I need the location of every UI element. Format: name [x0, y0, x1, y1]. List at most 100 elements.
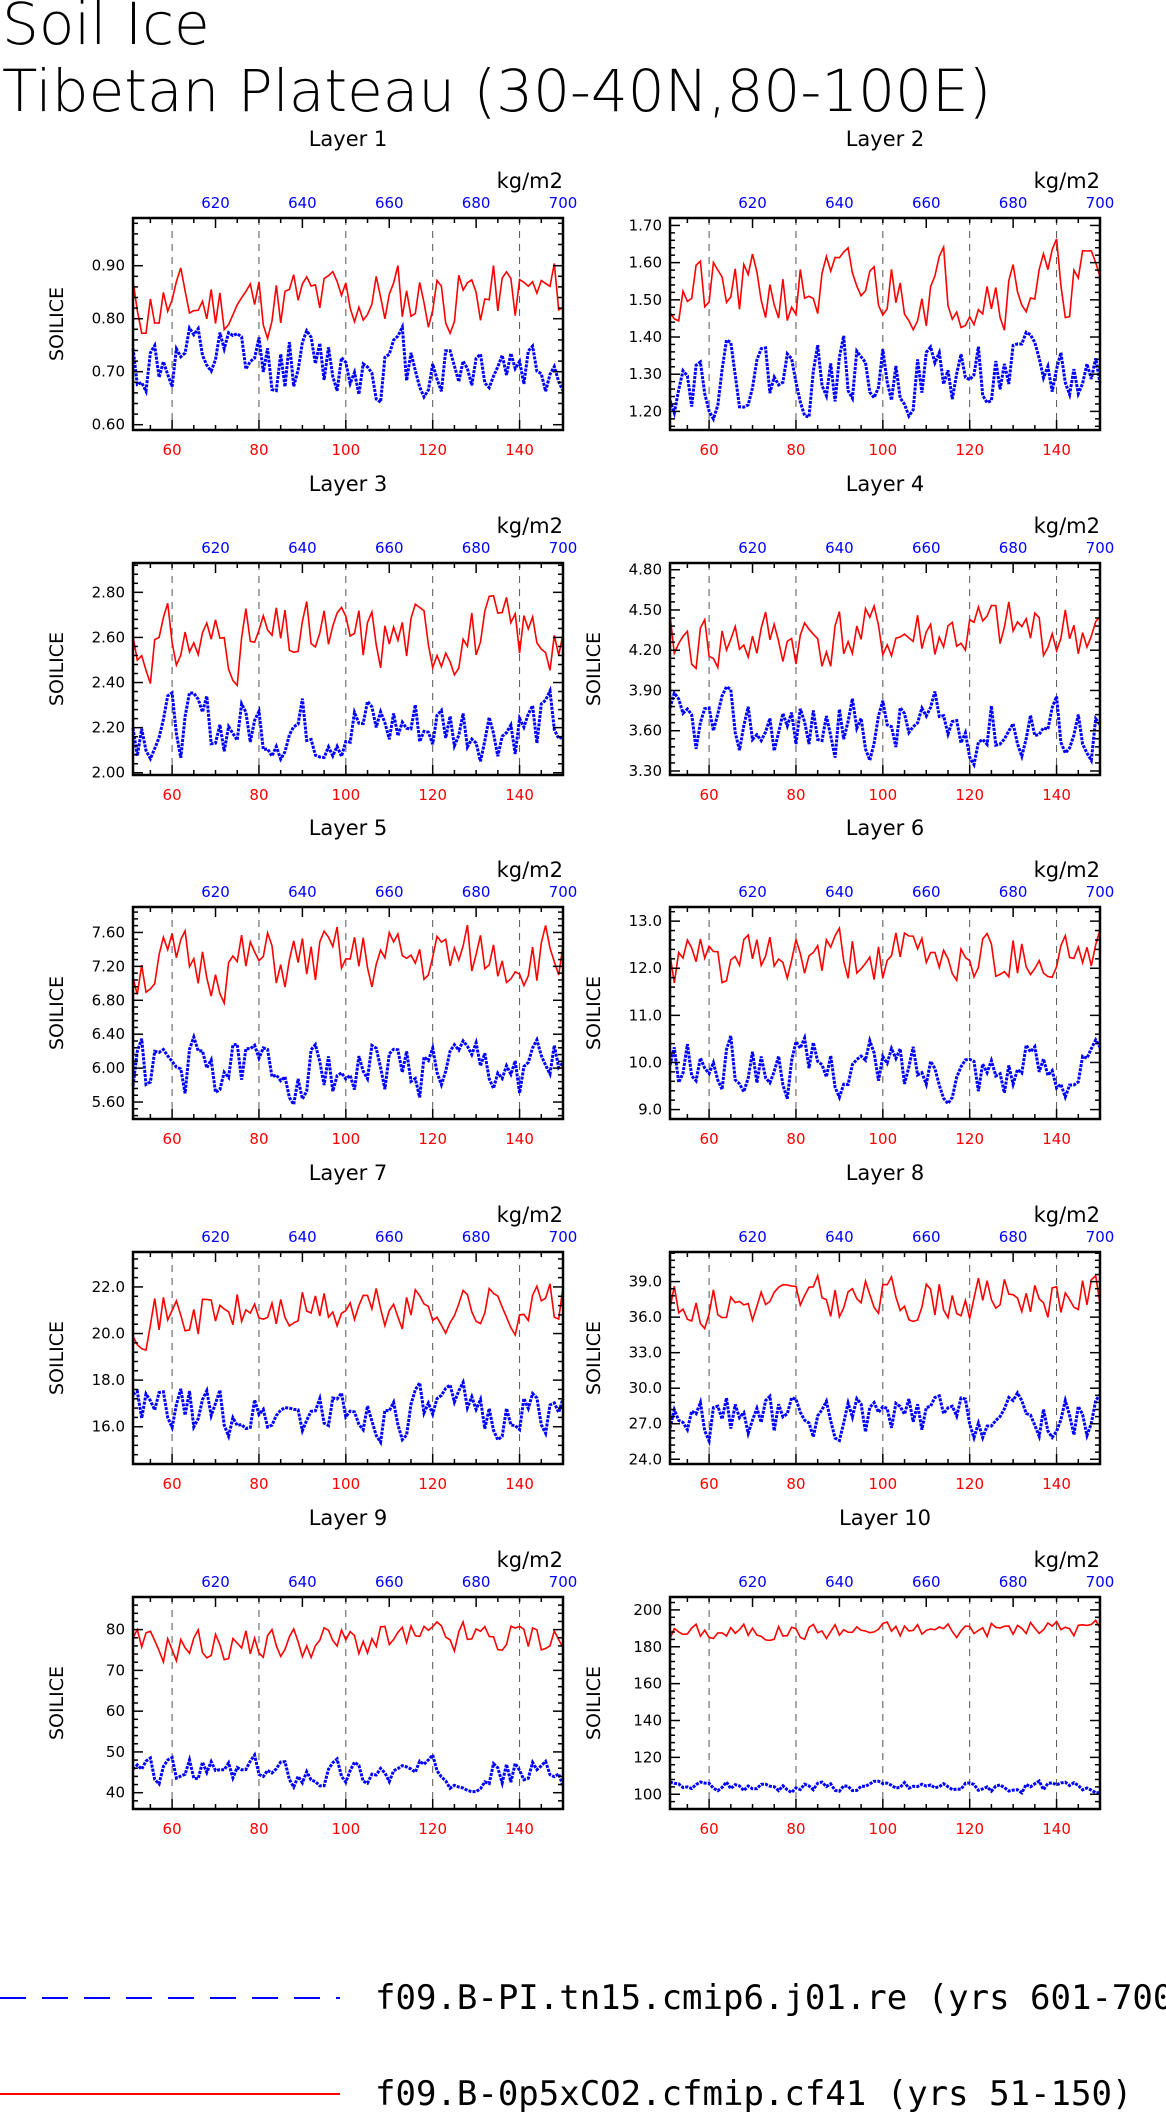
top-x-tick-label: 640	[825, 194, 854, 212]
top-axis-unit: kg/m2	[497, 514, 563, 538]
panel-1: Layer 1 kg/m2 SOILICE 60 80 100 120 140 620 640 66…	[46, 127, 577, 459]
top-x-tick-label: 700	[1086, 539, 1115, 557]
y-tick-label: 0.70	[92, 363, 125, 381]
y-tick-label: 120	[633, 1748, 662, 1766]
plot-frame	[668, 216, 1102, 432]
y-tick-label: 7.60	[92, 923, 125, 941]
x-tick-label: 100	[332, 786, 361, 804]
top-x-tick-label: 620	[738, 539, 767, 557]
y-tick-label: 39.0	[629, 1273, 662, 1291]
y-tick-label: 70	[106, 1661, 125, 1679]
y-tick-label: 0.60	[92, 416, 125, 434]
x-tick-label: 100	[332, 1820, 361, 1838]
panel-title: Layer 6	[846, 816, 925, 840]
x-tick-label: 100	[869, 1820, 898, 1838]
top-axis-unit: kg/m2	[497, 169, 563, 193]
x-tick-label: 80	[786, 1130, 805, 1148]
top-x-tick-label: 620	[201, 883, 230, 901]
y-tick-label: 22.0	[92, 1278, 125, 1296]
top-axis-unit: kg/m2	[497, 1548, 563, 1572]
panel-title: Layer 2	[846, 127, 925, 151]
y-tick-label: 0.90	[92, 257, 125, 275]
x-tick-label: 140	[505, 1130, 534, 1148]
series-line-blue	[668, 1389, 1102, 1447]
y-tick-label: 160	[633, 1675, 662, 1693]
y-tick-label: 3.30	[629, 762, 662, 780]
x-tick-label: 80	[786, 786, 805, 804]
series-line-blue	[668, 1032, 1102, 1107]
y-tick-label: 3.90	[629, 681, 662, 699]
y-tick-label: 0.80	[92, 310, 125, 328]
top-x-tick-label: 640	[288, 194, 317, 212]
x-tick-label: 60	[700, 441, 719, 459]
y-tick-label: 1.70	[629, 216, 662, 234]
top-x-tick-label: 660	[375, 194, 404, 212]
y-tick-label: 1.60	[629, 254, 662, 272]
top-x-tick-label: 680	[462, 194, 491, 212]
series-line-red	[669, 601, 1101, 671]
y-tick-label: 1.20	[629, 402, 662, 420]
y-axis-label: SOILICE	[583, 976, 605, 1050]
top-x-tick-label: 620	[201, 194, 230, 212]
x-tick-label: 80	[249, 441, 268, 459]
top-axis-unit: kg/m2	[497, 858, 563, 882]
y-tick-label: 6.80	[92, 991, 125, 1009]
panel-7: Layer 7 kg/m2 SOILICE 60 80 100 120 140 620 640 66…	[46, 1161, 577, 1493]
x-tick-label: 140	[1042, 441, 1071, 459]
top-x-tick-label: 620	[201, 1228, 230, 1246]
x-tick-label: 120	[418, 1475, 447, 1493]
panel-10: Layer 10 kg/m2 SOILICE 60 80 100 120 140 620 640 6…	[583, 1506, 1114, 1838]
x-tick-label: 140	[505, 441, 534, 459]
y-axis-label: SOILICE	[46, 1666, 68, 1740]
plot-frame	[668, 905, 1102, 1121]
series-line-red	[669, 1619, 1101, 1642]
plot-frame	[131, 216, 565, 432]
panels: Layer 1 kg/m2 SOILICE 60 80 100 120 140 620 640 66…	[46, 127, 1114, 1838]
y-tick-label: 2.40	[92, 674, 125, 692]
y-axis-label: SOILICE	[46, 1321, 68, 1395]
series-line-red	[669, 1272, 1101, 1331]
panel-title: Layer 7	[309, 1161, 388, 1185]
top-axis-unit: kg/m2	[497, 1203, 563, 1227]
y-tick-label: 3.60	[629, 722, 662, 740]
top-axis-unit: kg/m2	[1034, 1203, 1100, 1227]
x-tick-label: 120	[418, 441, 447, 459]
series-line-red	[132, 263, 564, 342]
top-x-tick-label: 640	[825, 883, 854, 901]
top-x-tick-label: 620	[738, 1228, 767, 1246]
y-tick-label: 11.0	[629, 1006, 662, 1024]
y-tick-label: 4.50	[629, 601, 662, 619]
series-line-blue	[669, 1778, 1101, 1796]
y-tick-label: 100	[633, 1785, 662, 1803]
top-x-tick-label: 700	[549, 539, 578, 557]
x-tick-label: 140	[1042, 1130, 1071, 1148]
series-line-red	[132, 594, 564, 688]
x-tick-label: 100	[332, 1475, 361, 1493]
plot-frame	[131, 561, 565, 777]
y-tick-label: 200	[633, 1601, 662, 1619]
top-x-tick-label: 640	[288, 883, 317, 901]
y-tick-label: 4.80	[629, 561, 662, 579]
x-tick-label: 140	[1042, 1820, 1071, 1838]
top-x-tick-label: 620	[201, 539, 230, 557]
x-tick-label: 100	[869, 1475, 898, 1493]
x-tick-label: 60	[700, 1475, 719, 1493]
panel-title: Layer 8	[846, 1161, 925, 1185]
x-tick-label: 60	[700, 1130, 719, 1148]
top-x-tick-label: 680	[999, 1228, 1028, 1246]
top-x-tick-label: 700	[1086, 883, 1115, 901]
x-tick-label: 120	[955, 1475, 984, 1493]
y-tick-label: 40	[106, 1784, 125, 1802]
figure-title-line2: Tibetan Plateau (30-40N,80-100E)	[2, 57, 991, 125]
top-x-tick-label: 680	[999, 883, 1028, 901]
top-x-tick-label: 640	[288, 1228, 317, 1246]
series-line-red	[132, 1283, 564, 1352]
series-line-blue	[131, 1751, 565, 1794]
top-x-tick-label: 660	[375, 1573, 404, 1591]
y-tick-label: 18.0	[92, 1371, 125, 1389]
top-axis-unit: kg/m2	[1034, 1548, 1100, 1572]
top-x-tick-label: 660	[912, 883, 941, 901]
top-x-tick-label: 660	[912, 539, 941, 557]
series-line-blue	[131, 685, 564, 763]
plot-frame	[668, 1250, 1102, 1466]
